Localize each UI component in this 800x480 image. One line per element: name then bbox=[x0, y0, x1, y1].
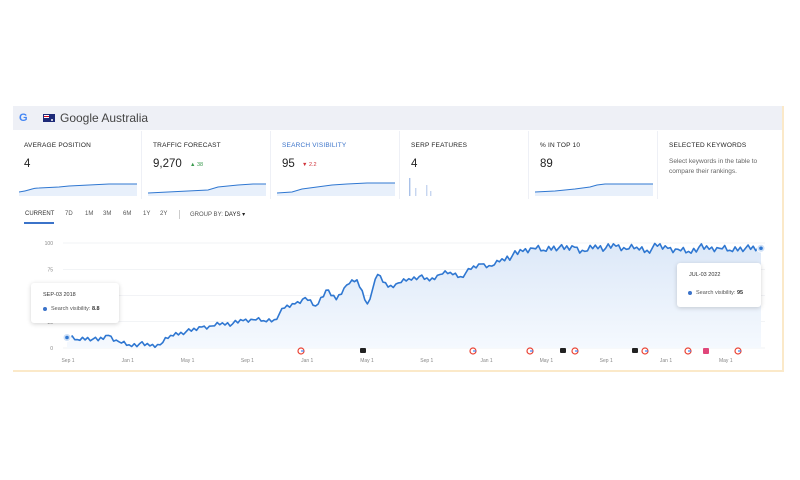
rank-tracker-panel: G Google Australia AVERAGE POSITION 4 TR… bbox=[13, 106, 784, 372]
x-tick-label: Sep 1 bbox=[600, 358, 613, 364]
x-tick-label: Jan 1 bbox=[301, 358, 313, 364]
card-average-position[interactable]: AVERAGE POSITION 4 bbox=[13, 131, 141, 199]
chart-toolbar: CURRENT 7D 1M 3M 6M 1Y 2Y GROUP BY: DAYS… bbox=[13, 207, 782, 224]
range-3m-button[interactable]: 3M bbox=[103, 211, 112, 217]
tooltip-date: SEP-03 2018 bbox=[43, 292, 76, 298]
card-traffic-forecast[interactable]: TRAFFIC FORECAST 9,270 ▲ 38 bbox=[142, 131, 270, 199]
tooltip-metric-label: Search visibility: bbox=[696, 290, 736, 296]
card-value: 89 bbox=[540, 158, 553, 170]
comment-icon bbox=[632, 348, 638, 353]
y-tick-label: 0 bbox=[50, 346, 53, 352]
sparkline bbox=[277, 182, 395, 196]
sparkline bbox=[148, 183, 266, 196]
card-selected-keywords: SELECTED KEYWORDS Select keywords in the… bbox=[658, 131, 782, 199]
engine-header: G Google Australia bbox=[13, 106, 782, 130]
comment-icon bbox=[360, 348, 366, 353]
card-label: TRAFFIC FORECAST bbox=[153, 142, 221, 149]
card-value: 4 bbox=[24, 158, 31, 170]
card-value: 95 bbox=[282, 158, 295, 170]
card-search-visibility[interactable]: SEARCH VISIBILITY 95 ▼ 2.2 bbox=[271, 131, 399, 199]
range-2y-button[interactable]: 2Y bbox=[160, 211, 168, 217]
card-label: AVERAGE POSITION bbox=[24, 142, 92, 149]
engine-name[interactable]: Google Australia bbox=[60, 111, 149, 125]
group-by-label: GROUP BY: bbox=[190, 212, 223, 218]
card-label: SELECTED KEYWORDS bbox=[669, 142, 747, 149]
group-by-dropdown[interactable]: GROUP BY: DAYS ▾ bbox=[190, 211, 245, 218]
toolbar-divider bbox=[179, 210, 180, 219]
card-top-10[interactable]: % IN TOP 10 89 bbox=[529, 131, 657, 199]
range-7d-button[interactable]: 7D bbox=[65, 211, 73, 217]
card-label: SEARCH VISIBILITY bbox=[282, 142, 347, 149]
x-tick-label: May 1 bbox=[360, 358, 374, 364]
y-tick-label: 100 bbox=[45, 241, 54, 247]
tooltip-metric-value: 8.8 bbox=[91, 306, 100, 312]
sparkline bbox=[19, 183, 137, 196]
series-dot-icon bbox=[688, 291, 692, 295]
tooltip-left: SEP-03 2018 Search visibility: 8.8 bbox=[31, 283, 119, 323]
sparkline bbox=[535, 183, 653, 196]
series-dot-icon bbox=[43, 307, 47, 311]
card-label: SERP FEATURES bbox=[411, 142, 468, 149]
range-6m-button[interactable]: 6M bbox=[123, 211, 132, 217]
range-1m-button[interactable]: 1M bbox=[85, 211, 94, 217]
active-range-indicator bbox=[24, 222, 54, 224]
x-tick-label: Jan 1 bbox=[122, 358, 134, 364]
card-value: 4 bbox=[411, 158, 418, 170]
tooltip-right: JUL-03 2022 Search visibility: 95 bbox=[677, 263, 761, 307]
tooltip-metric-value: 95 bbox=[736, 290, 744, 296]
card-value: 9,270 bbox=[153, 158, 182, 170]
group-by-value: DAYS ▾ bbox=[224, 212, 246, 218]
australia-flag-icon bbox=[43, 114, 55, 122]
google-logo-icon: G bbox=[19, 112, 28, 124]
x-tick-label: May 1 bbox=[540, 358, 554, 364]
range-current-button[interactable]: CURRENT bbox=[25, 211, 55, 217]
x-tick-label: Sep 1 bbox=[241, 358, 254, 364]
card-hint-text: Select keywords in the table to compare … bbox=[669, 158, 758, 175]
tooltip-metric: Search visibility: 95 bbox=[696, 290, 743, 296]
series-line bbox=[66, 242, 762, 349]
metric-cards: AVERAGE POSITION 4 TRAFFIC FORECAST 9,27… bbox=[13, 131, 782, 199]
card-label: % IN TOP 10 bbox=[540, 142, 581, 149]
x-tick-label: May 1 bbox=[719, 358, 733, 364]
tooltip-metric: Search visibility: 8.8 bbox=[51, 306, 100, 312]
series-area bbox=[67, 243, 761, 348]
x-tick-label: Jan 1 bbox=[480, 358, 492, 364]
x-tick-label: Jan 1 bbox=[660, 358, 672, 364]
tooltip-date: JUL-03 2022 bbox=[689, 272, 721, 278]
serp-feature-bars bbox=[409, 178, 432, 196]
delta-down-badge: ▼ 2.2 bbox=[302, 162, 317, 168]
delta-up-badge: ▲ 38 bbox=[190, 162, 204, 168]
note-icon bbox=[703, 348, 709, 354]
x-tick-label: May 1 bbox=[181, 358, 195, 364]
start-point-dot bbox=[65, 335, 69, 340]
y-tick-label: 75 bbox=[47, 267, 53, 273]
card-serp-features[interactable]: SERP FEATURES 4 bbox=[400, 131, 528, 199]
tooltip-metric-label: Search visibility: bbox=[51, 306, 91, 312]
x-tick-label: Sep 1 bbox=[420, 358, 433, 364]
range-1y-button[interactable]: 1Y bbox=[143, 211, 151, 217]
end-point-dot bbox=[759, 246, 763, 251]
x-tick-label: Sep 1 bbox=[61, 358, 74, 364]
comment-icon bbox=[560, 348, 566, 353]
